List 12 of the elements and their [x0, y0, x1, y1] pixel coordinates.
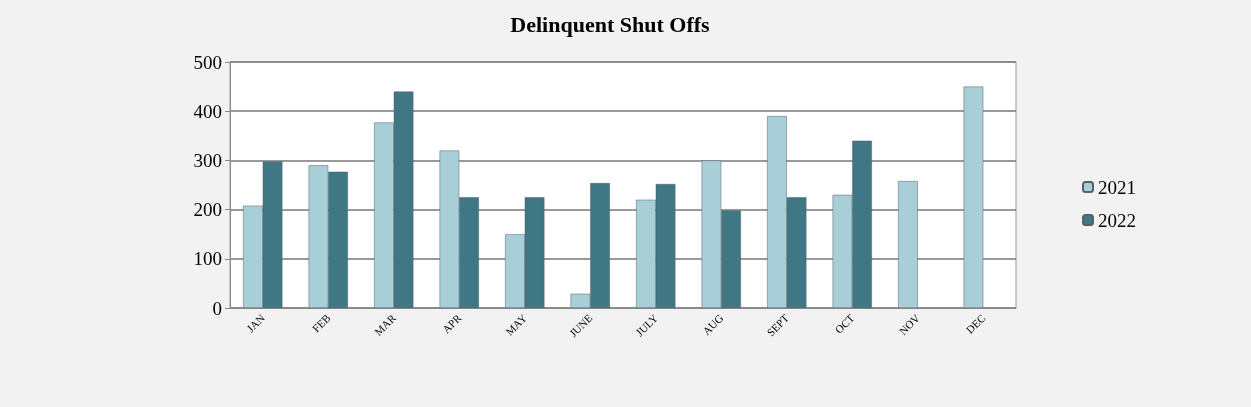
- y-tick-label: 500: [193, 51, 222, 73]
- chart-title: Delinquent Shut Offs: [510, 11, 711, 37]
- legend-label: 2022: [1098, 209, 1136, 231]
- y-tick-label: 100: [193, 248, 222, 270]
- y-tick-label: 300: [193, 149, 222, 171]
- x-tick-label: FEB: [309, 311, 333, 335]
- legend-label: 2021: [1098, 176, 1136, 198]
- bar: [898, 181, 918, 308]
- y-tick-label: 200: [193, 199, 222, 221]
- y-tick-label: 0: [212, 297, 222, 319]
- bar: [963, 86, 984, 308]
- y-tick-label: 400: [193, 100, 222, 122]
